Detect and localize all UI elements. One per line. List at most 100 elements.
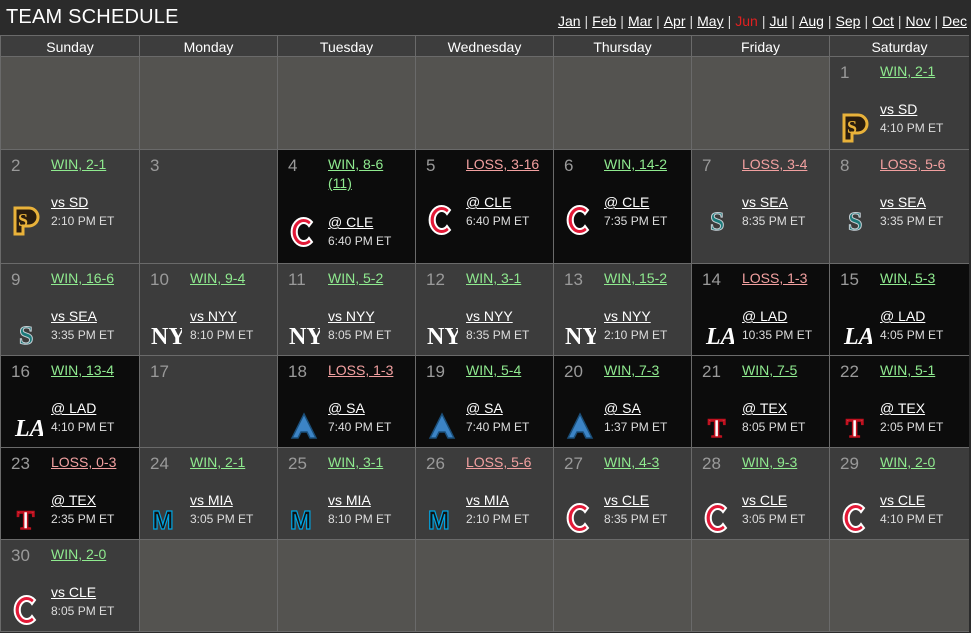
opponent-link[interactable]: vs SD [880,101,918,117]
game-time: 2:35 PM ET [51,512,115,526]
game-result-link[interactable]: LOSS, 1-3 [742,270,808,286]
dow-friday: Friday [691,35,829,57]
week-row: 16 WIN, 13-4 LA @ LAD 4:10 PM ET 17 18 LOSS, 1-… [0,356,971,448]
month-link-aug[interactable]: Aug [799,13,824,29]
game-result-link[interactable]: WIN, 14-2 [604,156,668,172]
opponent-link[interactable]: vs SEA [880,194,926,210]
opponent-link[interactable]: @ CLE [328,214,374,230]
day-number: 19 [426,362,445,381]
mariners-logo-icon: S [11,316,43,352]
month-link-jul[interactable]: Jul [769,13,788,29]
month-separator: | [727,13,732,29]
game-result-link[interactable]: LOSS, 3-4 [742,156,808,172]
opponent-link[interactable]: vs NYY [190,308,237,324]
game-result-link[interactable]: WIN, 3-1 [466,270,522,286]
month-link-dec[interactable]: Dec [942,13,967,29]
opponent-link[interactable]: @ SA [328,400,365,416]
day-number: 17 [150,362,169,381]
game-result-link[interactable]: WIN, 16-6 [51,270,115,286]
opponent-link[interactable]: @ LAD [742,308,788,324]
opponent-link[interactable]: vs NYY [604,308,651,324]
opponent-link[interactable]: vs SD [51,194,89,210]
opponent-link[interactable]: vs NYY [466,308,513,324]
game-result-link[interactable]: WIN, 13-4 [51,362,115,378]
opponent-link[interactable]: vs SEA [51,308,97,324]
day-cell-17: 17 [139,356,277,448]
yankees-logo-icon: NY [288,316,320,352]
svg-text:M: M [290,505,312,535]
game-result-link[interactable]: WIN, 4-3 [604,454,660,470]
day-number: 16 [11,362,30,381]
day-cell-30: 30 WIN, 2-0 vs CLE 8:05 PM ET [0,540,139,632]
month-link-may[interactable]: May [697,13,724,29]
month-separator: | [584,13,589,29]
day-cell-10: 10 WIN, 9-4 NY vs NYY 8:10 PM ET [139,264,277,356]
opponent-link[interactable]: vs NYY [328,308,375,324]
opponent-link[interactable]: @ CLE [604,194,650,210]
opponent-link[interactable]: @ SA [466,400,503,416]
game-result-link[interactable]: WIN, 5-2 [328,270,384,286]
day-cell-6: 6 WIN, 14-2 @ CLE 7:35 PM ET [553,150,691,264]
opponent-link[interactable]: vs MIA [466,492,509,508]
opponent-link[interactable]: vs CLE [880,492,926,508]
game-result-link[interactable]: WIN, 15-2 [604,270,668,286]
game-time: 8:35 PM ET [604,512,668,526]
opponent-link[interactable]: @ CLE [466,194,512,210]
game-result-link[interactable]: WIN, 8-6 [328,156,384,172]
svg-text:M: M [428,505,450,535]
day-number: 28 [702,454,721,473]
opponent-link[interactable]: vs MIA [190,492,233,508]
month-link-apr[interactable]: Apr [663,13,686,29]
month-link-nov[interactable]: Nov [905,13,931,29]
opponent-link[interactable]: @ LAD [880,308,926,324]
day-number: 14 [702,270,721,289]
game-result-link[interactable]: LOSS, 5-6 [880,156,946,172]
game-result-link[interactable]: WIN, 9-3 [742,454,798,470]
opponent-link[interactable]: vs CLE [604,492,650,508]
game-result-link[interactable]: WIN, 2-0 [880,454,936,470]
game-time: 3:35 PM ET [51,328,115,342]
game-result-link[interactable]: WIN, 2-1 [880,63,936,79]
month-link-oct[interactable]: Oct [872,13,894,29]
game-result-link[interactable]: WIN, 5-3 [880,270,936,286]
month-link-sep[interactable]: Sep [835,13,861,29]
opponent-link[interactable]: @ TEX [51,492,97,508]
month-link-feb[interactable]: Feb [592,13,617,29]
opponent-link[interactable]: vs CLE [51,584,97,600]
game-result-link[interactable]: WIN, 5-4 [466,362,522,378]
day-number: 26 [426,454,445,473]
empty-day-cell [415,57,553,150]
month-link-mar[interactable]: Mar [627,13,653,29]
game-result-link[interactable]: LOSS, 0-3 [51,454,117,470]
day-number: 4 [288,156,298,175]
game-result-link[interactable]: WIN, 2-0 [51,546,107,562]
game-result-link[interactable]: WIN, 7-5 [742,362,798,378]
game-result-link[interactable]: LOSS, 3-16 [466,156,540,172]
opponent-link[interactable]: vs SEA [742,194,788,210]
opponent-link[interactable]: @ TEX [742,400,788,416]
extra-innings-label[interactable]: (11) [328,175,352,191]
month-link-jan[interactable]: Jan [557,13,581,29]
game-result-link[interactable]: WIN, 5-1 [880,362,936,378]
game-result-link[interactable]: LOSS, 1-3 [328,362,394,378]
day-number: 10 [150,270,169,289]
empty-day-cell [139,540,277,632]
game-result-link[interactable]: WIN, 2-1 [190,454,246,470]
opponent-link[interactable]: vs MIA [328,492,371,508]
opponent-link[interactable]: @ SA [604,400,641,416]
dow-saturday: Saturday [829,35,969,57]
game-result-link[interactable]: WIN, 3-1 [328,454,384,470]
opponent-link[interactable]: vs CLE [742,492,788,508]
marlins-logo-icon: M [426,500,458,536]
game-result-link[interactable]: WIN, 2-1 [51,156,107,172]
month-link-jun[interactable]: Jun [735,13,758,29]
game-result-link[interactable]: LOSS, 5-6 [466,454,532,470]
opponent-link[interactable]: @ TEX [880,400,926,416]
svg-text:LA: LA [14,416,43,442]
game-result-link[interactable]: WIN, 7-3 [604,362,660,378]
svg-text:T: T [708,414,725,443]
schedule-header: TEAM SCHEDULE Jan | Feb | Mar | Apr | May | Jun | Ju… [0,0,971,35]
game-result-link[interactable]: WIN, 9-4 [190,270,246,286]
empty-day-cell [553,57,691,150]
opponent-link[interactable]: @ LAD [51,400,97,416]
